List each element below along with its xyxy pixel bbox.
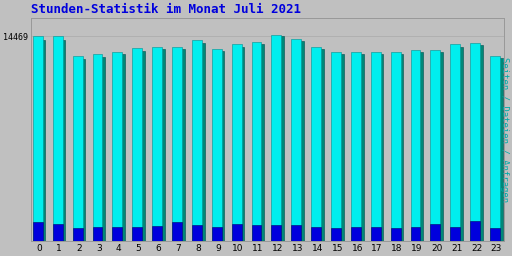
Bar [351,227,361,241]
Y-axis label: Seiten / Dateien / Anfragen: Seiten / Dateien / Anfragen [500,57,508,202]
Bar [232,45,242,241]
Bar [331,228,341,241]
Bar [113,51,122,241]
Bar [132,48,142,241]
Bar [490,56,500,241]
Bar [232,224,242,241]
Bar [175,49,185,241]
Bar [215,51,224,241]
Bar [274,36,284,241]
Bar [391,228,400,241]
Text: Stunden-Statistik im Monat Juli 2021: Stunden-Statistik im Monat Juli 2021 [31,4,301,16]
Bar [93,54,102,241]
Bar [351,51,361,241]
Bar [251,42,262,241]
Bar [391,51,400,241]
Bar [291,225,301,241]
Bar [155,49,165,241]
Bar [354,54,364,241]
Bar [36,40,46,241]
Bar [212,227,222,241]
Bar [135,51,145,241]
Bar [33,222,43,241]
Bar [393,54,403,241]
Bar [311,47,321,241]
Bar [431,50,440,241]
Bar [331,51,341,241]
Bar [311,227,321,241]
Bar [251,225,262,241]
Bar [371,51,381,241]
Bar [470,43,480,241]
Bar [152,226,162,241]
Bar [234,47,244,241]
Bar [73,228,82,241]
Bar [291,39,301,241]
Bar [470,221,480,241]
Bar [172,222,182,241]
Bar [53,224,62,241]
Bar [55,40,66,241]
Bar [93,227,102,241]
Bar [75,59,86,241]
Bar [451,45,460,241]
Bar [73,56,82,241]
Bar [152,47,162,241]
Bar [490,228,500,241]
Bar [411,50,420,241]
Bar [113,227,122,241]
Bar [314,49,324,241]
Bar [493,58,503,241]
Bar [33,36,43,241]
Bar [53,36,62,241]
Bar [132,227,142,241]
Bar [334,54,344,241]
Bar [212,49,222,241]
Bar [451,227,460,241]
Bar [413,52,423,241]
Bar [95,57,105,241]
Bar [294,41,304,241]
Bar [115,54,125,241]
Bar [453,47,463,241]
Bar [192,225,202,241]
Bar [254,45,264,241]
Bar [195,43,204,241]
Bar [271,35,281,241]
Bar [192,40,202,241]
Bar [374,54,383,241]
Bar [411,227,420,241]
Bar [271,225,281,241]
Bar [371,227,381,241]
Bar [473,45,483,241]
Bar [431,224,440,241]
Bar [433,52,443,241]
Bar [172,47,182,241]
